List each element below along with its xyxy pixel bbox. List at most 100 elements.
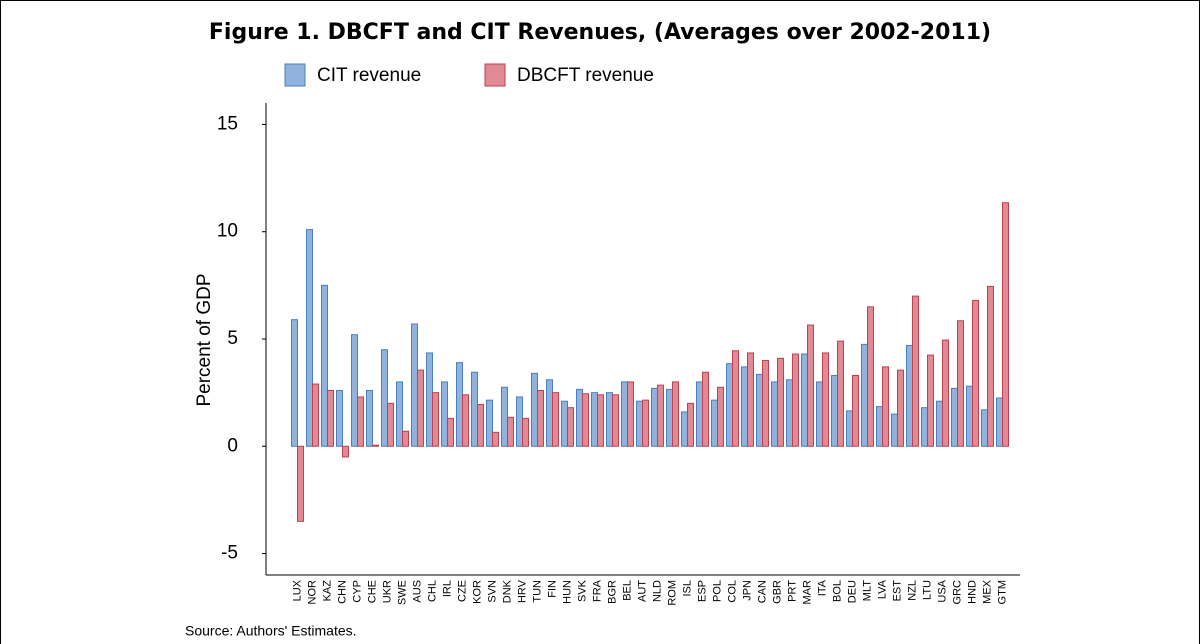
bar — [762, 359, 769, 447]
x-tick-label: KOR — [471, 580, 483, 604]
bar — [426, 352, 433, 447]
bar — [327, 389, 334, 447]
bar — [687, 402, 694, 447]
bar — [831, 374, 838, 447]
bar — [516, 396, 523, 447]
bar — [411, 323, 418, 447]
y-tick-label: 10 — [217, 221, 238, 242]
bar — [666, 388, 673, 447]
x-tick-label: AUT — [636, 580, 648, 602]
bar — [402, 430, 409, 447]
bar — [582, 393, 589, 447]
x-tick-label: COL — [726, 580, 738, 603]
x-tick-label: GBR — [771, 580, 783, 604]
bar — [477, 403, 484, 447]
x-tick-label: USA — [936, 579, 948, 602]
bar — [921, 407, 928, 447]
bar — [492, 431, 499, 447]
bar — [771, 381, 778, 447]
x-tick-label: EST — [891, 580, 903, 602]
x-tick-label: DEU — [846, 580, 858, 603]
x-tick-label: MAR — [801, 580, 813, 605]
bar — [372, 444, 379, 447]
x-tick-label: PRT — [786, 580, 798, 602]
bar — [936, 400, 943, 447]
bar — [927, 354, 934, 447]
bar — [576, 388, 583, 447]
bar — [522, 417, 529, 447]
bar — [546, 379, 553, 447]
bar — [846, 410, 853, 447]
bar — [672, 381, 679, 447]
source: Source: Authors' Estimates. — [185, 623, 357, 639]
x-tick-label: HND — [966, 580, 978, 604]
bar — [621, 381, 628, 447]
legend-label: DBCFT revenue — [517, 65, 654, 86]
legend-label: CIT revenue — [317, 65, 421, 86]
bar — [852, 374, 859, 447]
bar — [441, 381, 448, 447]
x-tick-label: HUN — [561, 580, 573, 604]
bar — [882, 366, 889, 447]
x-tick-label: LTU — [921, 580, 933, 600]
bar — [951, 387, 958, 447]
x-tick-label: BGR — [606, 580, 618, 604]
bar — [876, 406, 883, 447]
x-tick-label: NLD — [651, 580, 663, 602]
bar — [462, 394, 469, 447]
bar — [357, 396, 364, 447]
bar — [336, 389, 343, 447]
bar — [777, 357, 784, 447]
x-tick-label: BEL — [621, 580, 633, 601]
x-tick-label: MLT — [861, 580, 873, 601]
bar — [597, 394, 604, 447]
legend-swatch — [284, 63, 306, 87]
y-tick-label: -5 — [221, 543, 238, 564]
y-tick-label: 5 — [227, 328, 238, 349]
x-tick-label: KAZ — [321, 580, 333, 602]
x-tick-label: CHN — [336, 580, 348, 604]
chart-title: Figure 1. DBCFT and CIT Revenues, (Avera… — [209, 20, 991, 45]
x-tick-label: CHE — [366, 580, 378, 603]
bar — [312, 383, 319, 447]
x-tick-label: TUN — [531, 580, 543, 603]
bar — [711, 399, 718, 447]
legend-swatch — [484, 63, 506, 87]
bar — [552, 392, 559, 447]
x-tick-label: ITA — [816, 579, 828, 596]
bar — [471, 371, 478, 447]
bar — [612, 394, 619, 447]
x-tick-label: JPN — [741, 580, 753, 601]
bar — [387, 402, 394, 447]
bar — [981, 409, 988, 447]
bar — [957, 320, 964, 447]
x-tick-label: LVA — [876, 579, 888, 599]
bar — [591, 392, 598, 447]
bar — [756, 373, 763, 447]
bar — [837, 340, 844, 447]
x-tick-label: ESP — [696, 580, 708, 602]
x-tick-label: POL — [711, 580, 723, 602]
bar — [741, 366, 748, 447]
bar — [651, 387, 658, 447]
bar — [1002, 202, 1009, 447]
bar — [786, 379, 793, 447]
bar — [531, 372, 538, 447]
bar — [987, 285, 994, 447]
x-tick-label: FIN — [546, 580, 558, 598]
bar — [291, 319, 298, 447]
x-tick-label: HRV — [516, 579, 528, 603]
x-tick-label: CHL — [426, 580, 438, 602]
bar — [801, 353, 808, 447]
y-axis-label: Percent of GDP — [194, 273, 215, 406]
bar — [606, 392, 613, 447]
bar — [501, 386, 508, 447]
x-tick-label: MEX — [981, 579, 993, 604]
bar — [627, 381, 634, 447]
bar — [342, 445, 349, 458]
bar — [696, 381, 703, 447]
bar — [906, 344, 913, 447]
bar — [567, 407, 574, 447]
bar — [306, 229, 313, 447]
